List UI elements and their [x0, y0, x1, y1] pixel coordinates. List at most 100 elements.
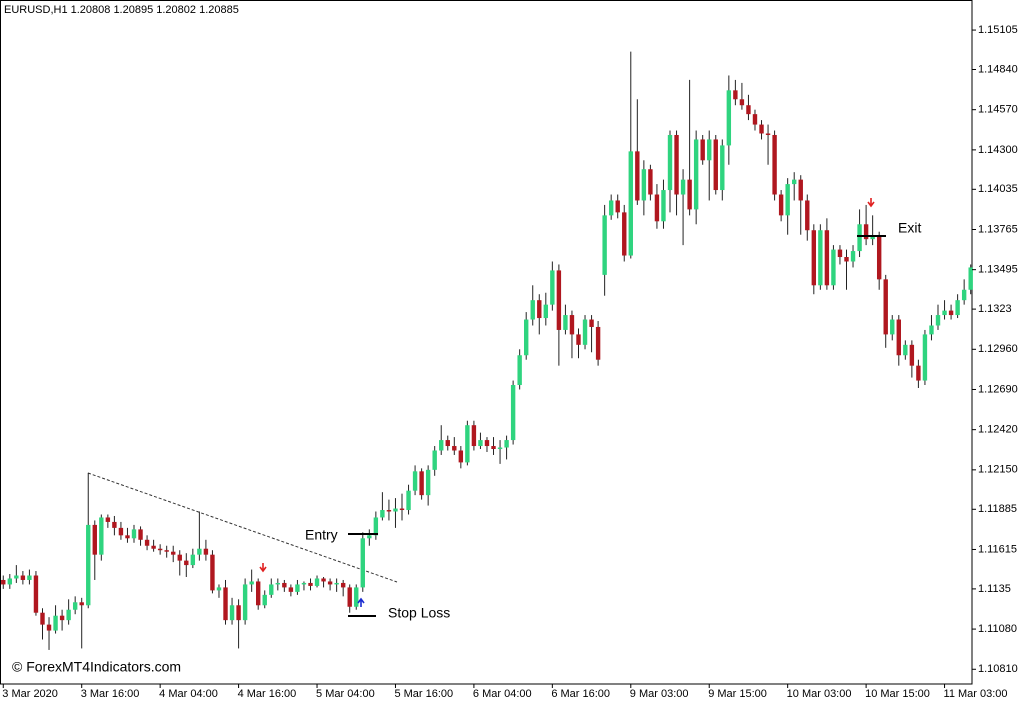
candle-body — [674, 134, 679, 195]
candle-body — [752, 114, 758, 125]
candle-body — [33, 575, 39, 613]
candle-body — [86, 524, 91, 606]
candle-body — [805, 200, 810, 231]
candle-body — [471, 425, 477, 447]
candle-body — [465, 425, 470, 463]
candle-body — [138, 529, 143, 540]
candle-body — [386, 510, 392, 512]
candle-body — [236, 605, 241, 621]
candle-body — [269, 584, 274, 595]
candle-body — [576, 334, 581, 345]
x-tick-label: 5 Mar 04:00 — [316, 688, 375, 700]
candle-body — [399, 508, 405, 511]
candle-body — [40, 612, 45, 625]
candle-body — [680, 179, 686, 195]
candle-body — [491, 446, 496, 450]
y-tick-label: 1.11885 — [978, 503, 1017, 515]
candle-body — [746, 105, 751, 115]
x-tick-label: 4 Mar 04:00 — [159, 688, 218, 700]
candle-body — [131, 529, 137, 539]
candle-body — [870, 236, 875, 240]
candle-body — [157, 548, 163, 551]
candle-body — [216, 587, 222, 591]
x-tick-label: 6 Mar 04:00 — [473, 688, 532, 700]
x-tick-label: 5 Mar 16:00 — [394, 688, 453, 700]
annotation: Stop Loss — [388, 605, 450, 621]
candle-body — [739, 99, 745, 106]
annotation: Entry — [305, 527, 338, 543]
y-tick-label: 1.13765 — [978, 223, 1018, 235]
candle-body — [909, 344, 915, 366]
candle-body — [641, 169, 647, 201]
candle-body — [53, 615, 58, 631]
y-tick-label: 1.14570 — [978, 104, 1018, 116]
candle-body — [896, 319, 901, 356]
candle-body — [778, 194, 784, 216]
candle-body — [79, 602, 84, 606]
candle-body — [20, 575, 26, 580]
y-tick-label: 1.11080 — [978, 623, 1017, 635]
y-tick-label: 1.15105 — [978, 24, 1018, 36]
y-tick-label: 1.14300 — [978, 144, 1018, 156]
candle-body — [883, 279, 888, 335]
candle-body — [948, 310, 954, 316]
candle-body — [282, 582, 287, 588]
x-tick-label: 10 Mar 15:00 — [865, 688, 930, 700]
candle-body — [831, 249, 836, 286]
candle-body — [720, 145, 725, 191]
header: EURUSD,H1 1.20808 1.20895 1.20802 1.2088… — [4, 4, 239, 16]
candle-body — [478, 440, 483, 447]
candle-body — [151, 545, 156, 549]
candle-body — [687, 179, 692, 210]
candle-body — [439, 440, 444, 451]
candle-body — [327, 581, 333, 585]
candle-body — [105, 517, 111, 522]
candle-body — [543, 304, 549, 319]
candle-body — [824, 230, 830, 286]
candle-body — [458, 450, 464, 463]
candle-body — [14, 575, 19, 579]
candle-body — [602, 215, 607, 275]
candle-body — [242, 584, 248, 621]
candle-body — [229, 605, 235, 621]
candle-body — [929, 325, 934, 335]
plot-frame — [0, 0, 973, 685]
candle-body — [850, 251, 856, 262]
candles — [1, 51, 973, 650]
candle-body — [255, 581, 261, 606]
candle-body — [968, 267, 973, 290]
candle-body — [393, 508, 398, 512]
candle-body — [66, 609, 71, 621]
candle-body — [537, 300, 542, 319]
candle-body — [380, 510, 385, 518]
candle-body — [308, 582, 313, 586]
candle-body — [354, 587, 359, 607]
candle-body — [334, 582, 339, 585]
candle-body — [517, 355, 522, 386]
candle-body — [916, 365, 921, 381]
candle-body — [118, 527, 124, 536]
x-tick-label: 9 Mar 15:00 — [708, 688, 767, 700]
candle-body — [922, 334, 928, 381]
candle-body — [497, 447, 503, 450]
candle-body — [582, 319, 588, 345]
sell-arrow — [259, 563, 267, 573]
candle-body — [373, 517, 379, 536]
candle-body — [46, 624, 52, 631]
candle-body — [262, 594, 267, 606]
candle-body — [615, 200, 620, 213]
candle-body — [785, 184, 790, 216]
candle-body — [765, 133, 771, 135]
x-tick-label: 6 Mar 16:00 — [551, 688, 610, 700]
candle-body — [876, 236, 882, 280]
candle-body — [550, 270, 555, 305]
candle-body — [510, 385, 516, 441]
candle-body — [288, 587, 294, 592]
candle-body — [203, 548, 209, 555]
candle-body — [321, 578, 326, 582]
candle-body — [184, 560, 189, 566]
x-tick-label: 4 Mar 16:00 — [238, 688, 297, 700]
candle-body — [504, 440, 509, 448]
candle-body — [759, 124, 764, 134]
candle-body — [452, 446, 457, 451]
